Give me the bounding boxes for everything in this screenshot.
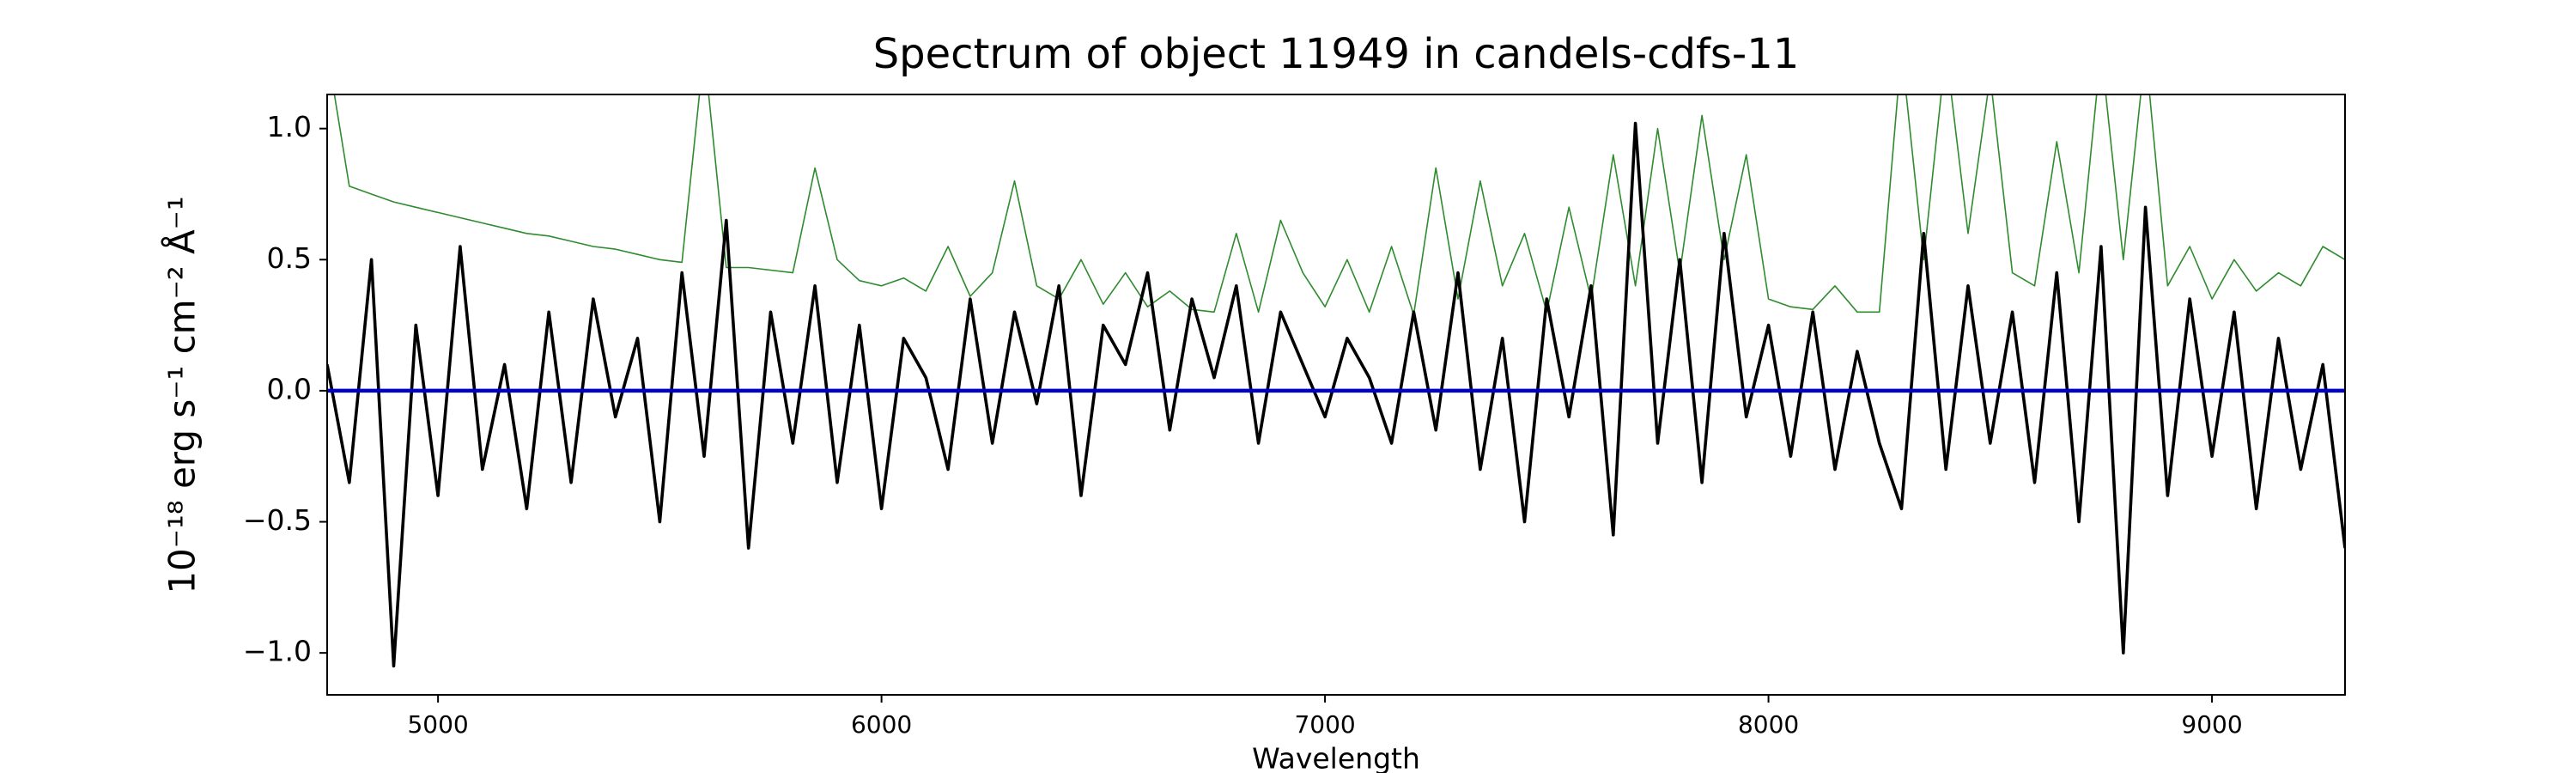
chart-title: Spectrum of object 11949 in candels-cdfs… bbox=[873, 30, 1800, 78]
x-tick-label: 7000 bbox=[1294, 710, 1355, 739]
series-line bbox=[333, 94, 2345, 316]
plot-area bbox=[327, 94, 2345, 668]
x-axis-label: Wavelength bbox=[1252, 742, 1420, 773]
y-tick-label: 0.5 bbox=[267, 241, 312, 275]
x-tick-label: 6000 bbox=[851, 710, 912, 739]
y-axis-label: 10⁻¹⁸ erg s⁻¹ cm⁻² Å⁻¹ bbox=[161, 196, 204, 593]
y-tick-label: 0.0 bbox=[267, 372, 312, 405]
x-tick-label: 8000 bbox=[1738, 710, 1799, 739]
y-tick-label: −1.0 bbox=[243, 635, 312, 668]
axes: 5000 6000 7000 8000 9000 −1.0 −0.5 0.0 0.5 1.0 bbox=[243, 94, 2346, 739]
x-tick-label: 9000 bbox=[2181, 710, 2242, 739]
y-tick-label: 1.0 bbox=[267, 110, 312, 143]
y-tick-label: −0.5 bbox=[243, 503, 312, 537]
x-tick-label: 5000 bbox=[407, 710, 468, 739]
series-line bbox=[327, 121, 2345, 668]
plot-frame bbox=[326, 94, 2346, 696]
